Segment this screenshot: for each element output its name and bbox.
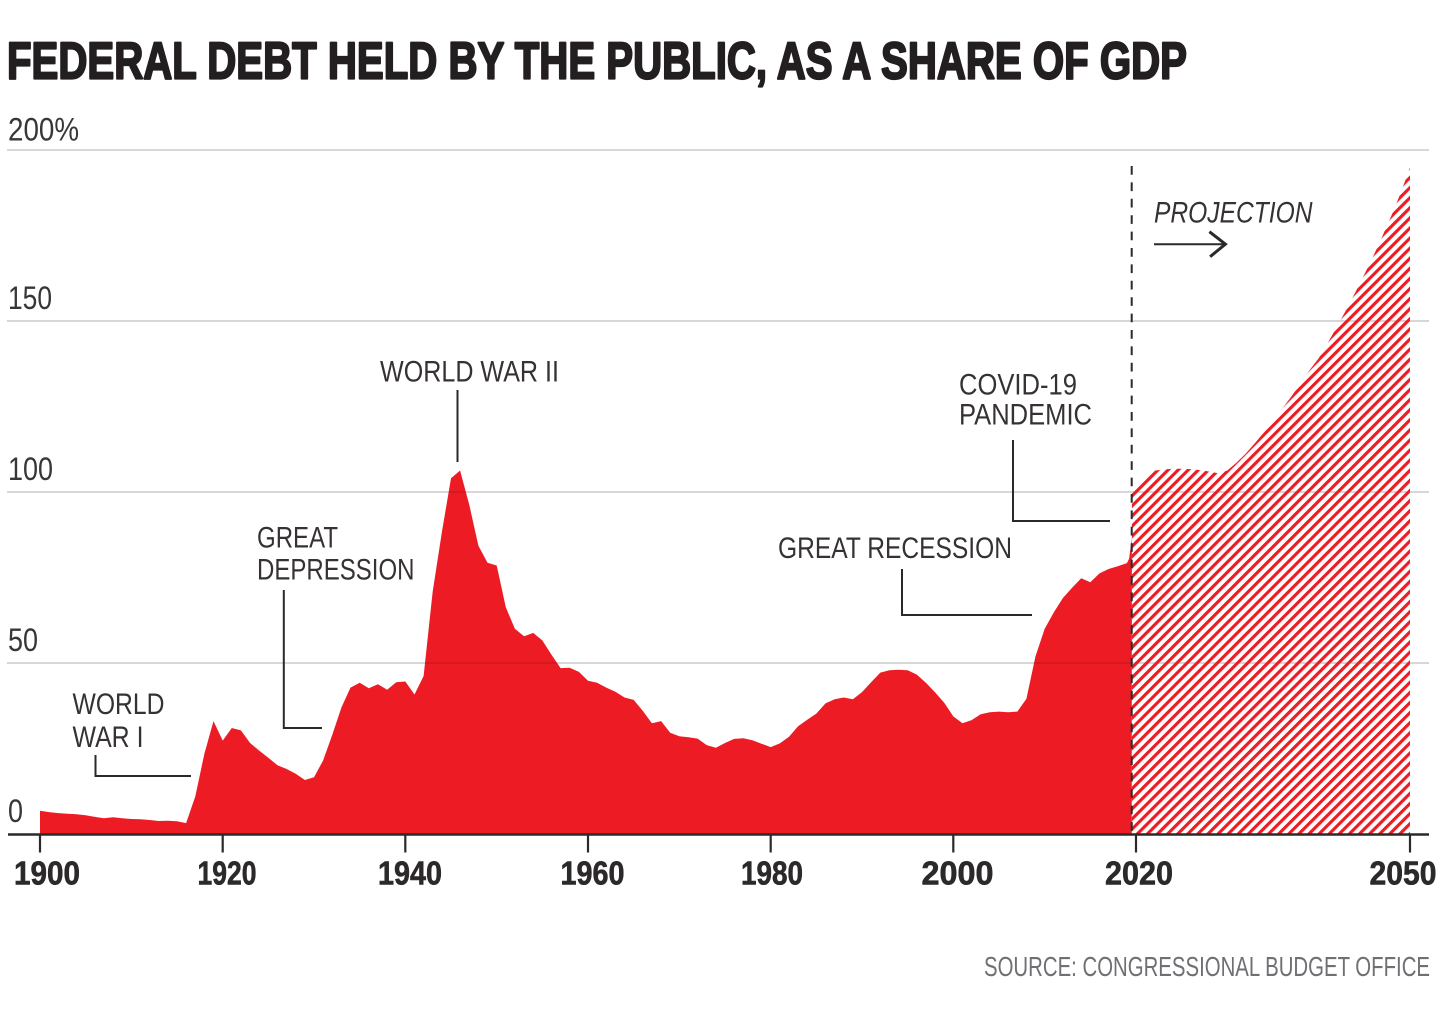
svg-text:2020: 2020 bbox=[1105, 855, 1173, 892]
svg-text:WORLD WAR II: WORLD WAR II bbox=[380, 355, 559, 388]
svg-text:GREAT RECESSION: GREAT RECESSION bbox=[778, 532, 1012, 565]
svg-text:1900: 1900 bbox=[14, 855, 80, 892]
svg-text:WORLD: WORLD bbox=[73, 688, 165, 721]
svg-text:SOURCE: CONGRESSIONAL BUDGET O: SOURCE: CONGRESSIONAL BUDGET OFFICE bbox=[984, 951, 1430, 982]
svg-text:2000: 2000 bbox=[922, 855, 994, 892]
svg-text:GREAT: GREAT bbox=[257, 522, 338, 555]
svg-text:PROJECTION: PROJECTION bbox=[1154, 197, 1313, 230]
svg-text:2050: 2050 bbox=[1370, 855, 1437, 892]
svg-text:PANDEMIC: PANDEMIC bbox=[959, 398, 1092, 431]
svg-text:200%: 200% bbox=[8, 112, 79, 148]
svg-text:COVID-19: COVID-19 bbox=[959, 368, 1077, 401]
svg-text:FEDERAL DEBT HELD BY THE PUBLI: FEDERAL DEBT HELD BY THE PUBLIC, AS A SH… bbox=[7, 33, 1187, 91]
svg-text:1960: 1960 bbox=[561, 855, 625, 892]
svg-text:1940: 1940 bbox=[378, 855, 442, 892]
svg-text:150: 150 bbox=[8, 280, 52, 316]
svg-text:100: 100 bbox=[8, 451, 53, 487]
svg-text:0: 0 bbox=[8, 793, 23, 829]
svg-text:1980: 1980 bbox=[741, 855, 803, 892]
svg-text:1920: 1920 bbox=[198, 855, 257, 892]
svg-text:DEPRESSION: DEPRESSION bbox=[257, 554, 415, 587]
svg-text:WAR I: WAR I bbox=[73, 721, 144, 754]
svg-text:50: 50 bbox=[8, 622, 38, 658]
